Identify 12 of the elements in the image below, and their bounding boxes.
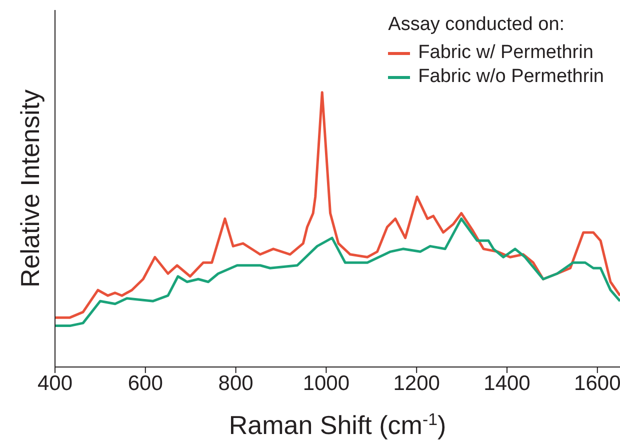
x-axis-title: Raman Shift (cm$^{-1}$) — [228, 410, 446, 440]
x-tick-label: 600 — [128, 372, 163, 395]
x-tick-label: 400 — [37, 372, 73, 395]
x-tick-label: 1400 — [484, 372, 530, 395]
x-tick-label: 1000 — [302, 372, 350, 395]
x-tick-label: 1600 — [574, 372, 620, 395]
legend-label: Fabric w/o Permethrin — [418, 66, 604, 88]
x-tick-label: 1200 — [393, 372, 440, 395]
y-axis-title: Relative Intensity — [15, 90, 45, 288]
x-tick-label: 800 — [218, 372, 254, 395]
legend-title: Assay conducted on: — [388, 14, 566, 36]
legend-label: Fabric w/ Permethrin — [418, 42, 594, 64]
